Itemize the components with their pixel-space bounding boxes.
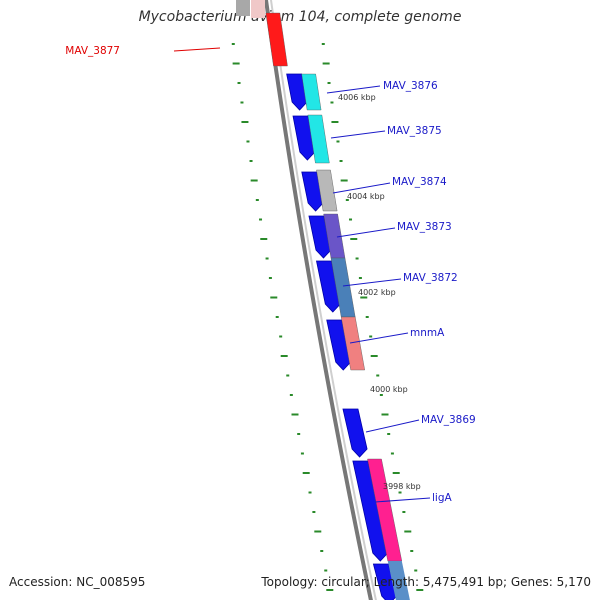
gene-arrow[interactable]	[372, 563, 398, 600]
label-line	[365, 419, 420, 433]
gene-label-mav_3869[interactable]: MAV_3869	[421, 414, 476, 426]
kbp-label: 4002 kbp	[358, 288, 396, 297]
gene-label-mav_3877[interactable]: MAV_3877	[65, 45, 120, 57]
gene-arrow[interactable]	[352, 460, 389, 562]
gene-bar-mav_3876[interactable]	[301, 73, 322, 111]
kbp-label: 4000 kbp	[370, 385, 408, 394]
label-line	[332, 182, 391, 194]
kbp-labels: 4006 kbp 4004 kbp 4002 kbp 4000 kbp 3998 kbp	[338, 93, 421, 491]
gene-bar-mav_3874[interactable]	[316, 169, 338, 212]
label-lines	[173, 47, 431, 503]
gene-arrow[interactable]	[326, 319, 352, 371]
label-line	[342, 278, 402, 287]
gene-arrow[interactable]	[316, 260, 341, 313]
gene-bar	[236, 0, 250, 16]
gene-bar-mav_3875[interactable]	[307, 114, 330, 164]
accession-text: Accession: NC_008595	[9, 575, 146, 589]
kbp-label: 4006 kbp	[338, 93, 376, 102]
label-line	[326, 85, 381, 94]
gene-bar[interactable]	[387, 561, 411, 600]
gene-bar-liga[interactable]	[367, 458, 403, 562]
gene-arrow[interactable]	[292, 115, 316, 161]
gene-bar	[251, 0, 265, 18]
label-line	[349, 332, 409, 344]
genome-summary-text: Topology: circular; Length: 5,475,491 bp…	[261, 575, 591, 589]
gene-label-mav_3875[interactable]: MAV_3875	[387, 125, 442, 137]
gene-arrow[interactable]	[308, 215, 332, 259]
gene-label-mav_3873[interactable]: MAV_3873	[397, 221, 452, 233]
backbone-line	[263, 0, 373, 600]
gene-label-mav_3876[interactable]: MAV_3876	[383, 80, 438, 92]
label-line	[330, 130, 386, 139]
gene-arrow[interactable]	[286, 73, 308, 111]
label-line	[336, 227, 396, 238]
label-line	[173, 47, 221, 52]
genome-backbone	[236, 0, 377, 600]
gene-bar-mav_3877[interactable]	[265, 12, 288, 67]
gene-arrow[interactable]	[301, 171, 324, 212]
gene-arrow[interactable]	[342, 408, 368, 458]
gene-arrows	[286, 73, 398, 600]
gene-label-mav_3872[interactable]: MAV_3872	[403, 272, 458, 284]
gene-bar-mnma[interactable]	[340, 316, 365, 371]
kbp-label: 4004 kbp	[347, 192, 385, 201]
inner-tick-track	[321, 43, 424, 591]
outer-tick-track	[231, 43, 334, 591]
gene-labels: MAV_3877 MAV_3876 MAV_3875 MAV_3874 MAV_3873…	[65, 45, 475, 504]
gene-label-liga[interactable]: ligA	[432, 492, 452, 504]
label-line	[374, 497, 431, 503]
gene-label-mnma[interactable]: mnmA	[410, 327, 445, 339]
kbp-label: 3998 kbp	[383, 482, 421, 491]
gene-label-mav_3874[interactable]: MAV_3874	[392, 176, 447, 188]
backbone-highlight	[269, 0, 377, 600]
gene-bars	[265, 12, 411, 600]
genome-title: Mycobacterium avium 104, complete genome	[138, 9, 462, 25]
